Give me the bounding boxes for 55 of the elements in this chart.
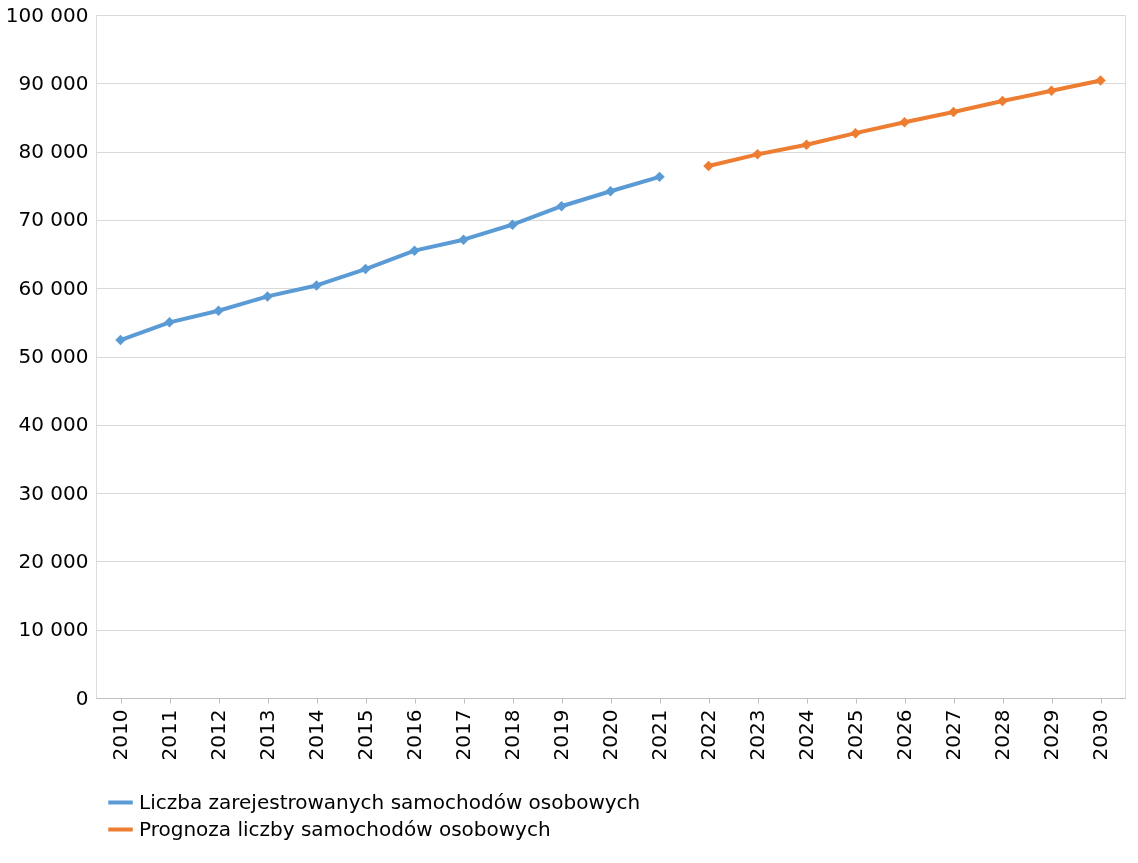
point xyxy=(703,160,714,172)
x-tick-label: 2017 xyxy=(451,709,475,761)
y-tick-label: 40 000 xyxy=(18,412,89,437)
y-tick-label: 10 000 xyxy=(18,617,89,642)
point xyxy=(458,234,469,245)
x-tick-label: 2023 xyxy=(745,709,769,761)
point xyxy=(409,245,420,256)
x-tick-label: 2011 xyxy=(157,709,181,761)
x-tick-label: 2029 xyxy=(1039,709,1063,761)
x-tick-label: 2024 xyxy=(794,709,818,761)
x-tick-label: 2025 xyxy=(843,709,867,761)
x-tick-label: 2028 xyxy=(990,709,1014,761)
y-tick-label: 30 000 xyxy=(18,480,89,505)
point xyxy=(360,263,371,275)
point xyxy=(605,185,616,197)
point xyxy=(556,201,567,212)
point xyxy=(262,291,273,302)
x-tick-label: 2027 xyxy=(941,709,965,761)
y-tick-label: 80 000 xyxy=(18,139,89,164)
y-tick-label: 70 000 xyxy=(18,207,89,232)
y-tick-label: 0 xyxy=(75,685,89,710)
x-tick-label: 2019 xyxy=(549,709,573,761)
x-tick-label: 2010 xyxy=(108,709,132,761)
x-tick-label: 2030 xyxy=(1088,709,1112,761)
point xyxy=(801,139,812,151)
y-tick-label: 20 000 xyxy=(18,548,89,573)
x-tick-label: 2012 xyxy=(206,709,230,761)
x-tick-label: 2016 xyxy=(402,709,426,761)
point xyxy=(164,317,175,328)
point xyxy=(507,219,518,230)
legend-label: Liczba zarejestrowanych samochodów osobowych xyxy=(139,789,641,814)
point xyxy=(1095,75,1106,86)
y-tick-label: 90 000 xyxy=(18,70,89,95)
y-tick-label: 100 000 xyxy=(5,2,89,27)
point xyxy=(899,116,910,128)
x-tick-label: 2026 xyxy=(892,709,916,761)
y-tick-label: 50 000 xyxy=(18,344,89,368)
point xyxy=(213,305,224,316)
point xyxy=(654,171,665,183)
point xyxy=(311,280,322,291)
x-tick-label: 2013 xyxy=(255,709,279,761)
x-tick-label: 2022 xyxy=(696,709,720,761)
x-tick-label: 2018 xyxy=(500,709,524,761)
point xyxy=(115,334,126,346)
point xyxy=(850,127,861,139)
x-tick-label: 2014 xyxy=(304,709,328,761)
point xyxy=(1046,85,1057,97)
point xyxy=(948,106,959,118)
x-tick-label: 2021 xyxy=(647,709,671,761)
y-tick-label: 60 000 xyxy=(18,275,89,300)
point xyxy=(997,95,1008,107)
x-tick-label: 2020 xyxy=(598,709,622,761)
legend-label: Prognoza liczby samochodów osobowych xyxy=(139,816,551,841)
point xyxy=(752,149,763,160)
x-tick-label: 2015 xyxy=(353,709,377,761)
